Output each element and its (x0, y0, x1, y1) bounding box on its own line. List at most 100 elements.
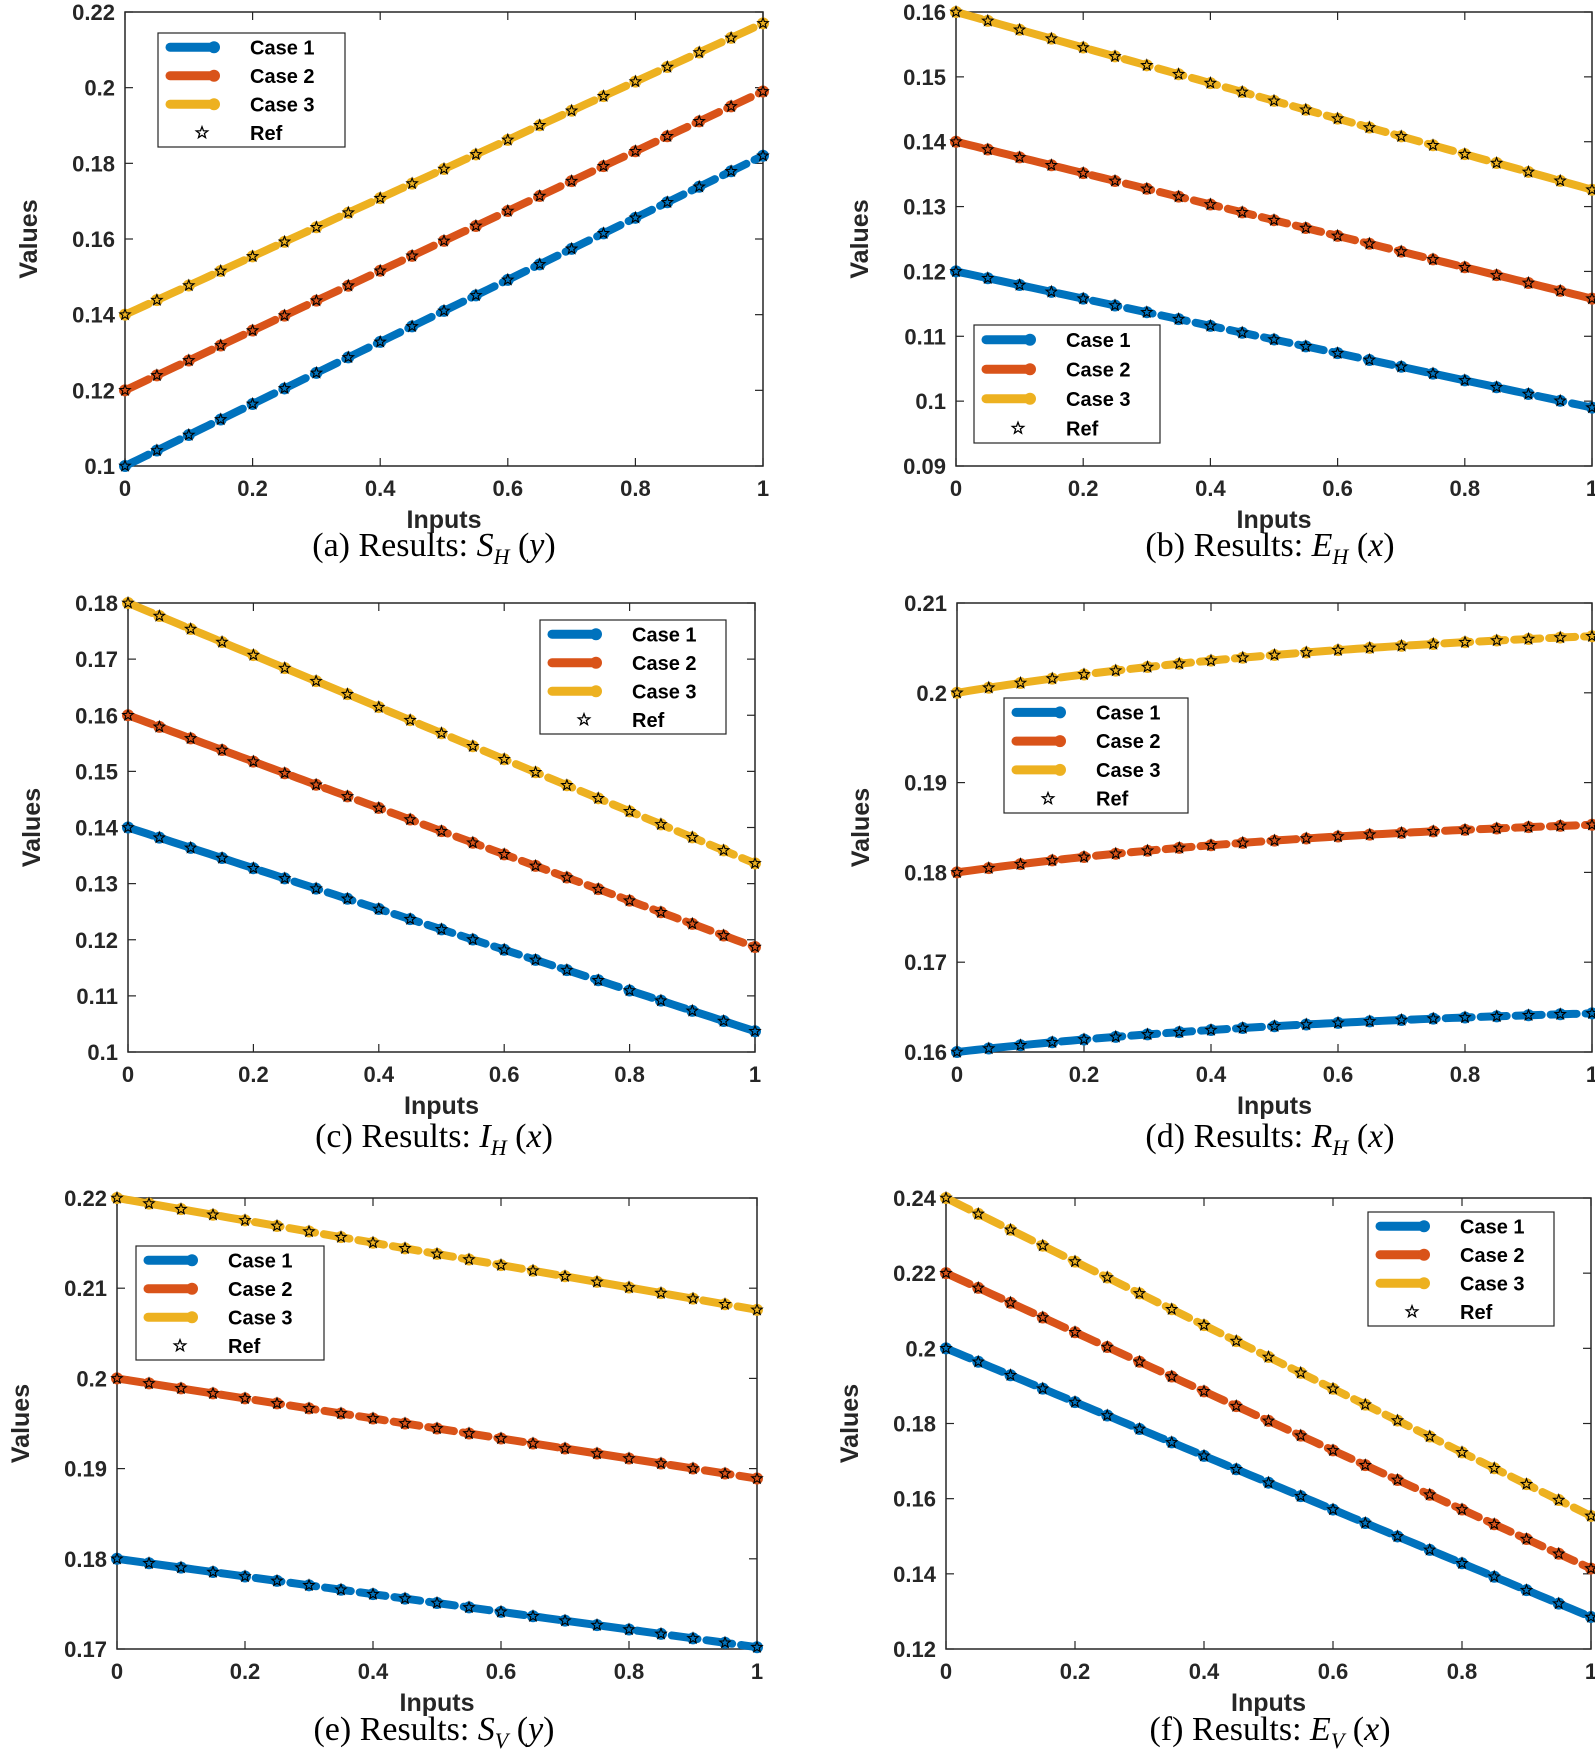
caption-variable: x (1363, 1711, 1379, 1748)
caption-paren-close: ) (1383, 1118, 1394, 1155)
y-tick-label: 0.16 (72, 227, 115, 252)
y-tick-label: 0.12 (893, 1637, 936, 1662)
ref-marker (215, 850, 229, 864)
caption-prefix: (d) Results: (1145, 1118, 1311, 1155)
ref-marker (1426, 138, 1440, 152)
ref-marker (1394, 825, 1409, 839)
ref-marker (982, 861, 996, 874)
ref-marker (1236, 835, 1250, 849)
ref-marker (110, 1551, 124, 1565)
ref-marker (1487, 1461, 1501, 1474)
legend-label: Case 1 (1066, 330, 1131, 352)
ref-marker (182, 278, 196, 292)
ref-marker (1003, 1368, 1018, 1381)
ref-marker (1294, 1365, 1308, 1379)
ref-marker (1521, 164, 1536, 178)
ref-marker (1363, 827, 1377, 841)
caption-paren-close: ) (1379, 1711, 1390, 1748)
ref-marker (1458, 1010, 1472, 1024)
caption-paren-close: ) (544, 527, 555, 564)
ref-marker (245, 396, 260, 410)
legend-ref-star-icon (576, 711, 592, 727)
ref-marker (590, 1618, 604, 1631)
ref-marker (1003, 1295, 1018, 1309)
x-tick-label: 0.8 (1447, 1659, 1478, 1684)
ref-marker (591, 973, 605, 987)
chart-caption: (c) Results: IH (x) (315, 1118, 553, 1160)
ref-marker (1487, 1569, 1501, 1583)
ref-marker (372, 700, 386, 713)
ref-marker (150, 293, 164, 306)
legend-label: Ref (228, 1336, 261, 1358)
ref-marker (1426, 824, 1440, 838)
ref-marker (1235, 205, 1249, 219)
legend-label: Case 3 (1096, 760, 1161, 782)
legend-label: Case 3 (250, 94, 315, 116)
ref-marker (277, 234, 292, 248)
legend-swatch-dot (1024, 333, 1036, 346)
x-axis-label: Inputs (407, 506, 482, 534)
ref-marker (981, 13, 995, 27)
ref-marker (1172, 1025, 1186, 1038)
ref-marker (142, 1196, 156, 1210)
ref-marker (372, 800, 386, 814)
y-tick-label: 0.18 (64, 1547, 107, 1572)
caption-variable: x (525, 1118, 541, 1155)
ref-marker (950, 865, 964, 879)
ref-marker (1108, 173, 1122, 187)
ref-marker (1394, 638, 1409, 652)
ref-marker (982, 680, 996, 694)
y-axis-label: Values (847, 788, 875, 867)
legend-swatch-dot (208, 41, 220, 54)
ref-marker (403, 713, 417, 726)
legend-ref-star-icon (172, 1337, 188, 1353)
ref-marker (309, 881, 323, 895)
y-axis-label: Values (846, 199, 874, 278)
ref-marker (1236, 1020, 1250, 1034)
legend-label: Case 2 (228, 1279, 293, 1301)
x-tick-label: 1 (1586, 1062, 1595, 1087)
ref-marker (716, 1013, 731, 1027)
ref-marker (1330, 111, 1345, 125)
ref-marker (1140, 843, 1155, 857)
ref-marker (1553, 393, 1567, 407)
ref-marker (1294, 1428, 1308, 1442)
ref-marker (366, 1235, 380, 1249)
y-tick-label: 0.18 (893, 1412, 936, 1437)
ref-marker (558, 1269, 572, 1283)
ref-marker (341, 205, 356, 219)
ref-marker (373, 191, 387, 204)
legend-swatch-dot (590, 685, 602, 698)
caption-function: R (1311, 1118, 1333, 1155)
ref-marker (971, 1206, 985, 1220)
ref-marker (1044, 158, 1059, 171)
ref-marker (982, 1041, 996, 1055)
ref-marker (1203, 318, 1218, 332)
ref-marker (182, 427, 196, 441)
ref-marker (1044, 31, 1059, 45)
ref-marker (1553, 283, 1567, 297)
ref-marker (1235, 325, 1249, 339)
ref-marker (341, 278, 356, 292)
x-tick-label: 0 (951, 1062, 963, 1087)
ref-marker (466, 932, 480, 946)
ref-marker (437, 303, 451, 317)
ref-marker (398, 1241, 412, 1255)
ref-marker (183, 621, 198, 635)
ref-marker (1521, 386, 1536, 400)
ref-marker (398, 1591, 412, 1605)
ref-marker (497, 847, 511, 861)
caption-paren-open: ( (1344, 1711, 1364, 1748)
ref-marker (1358, 1515, 1372, 1529)
ref-marker (1203, 197, 1218, 211)
caption-function: S (477, 527, 494, 564)
ref-marker (278, 766, 292, 779)
ref-marker (152, 608, 167, 622)
ref-marker (302, 1401, 316, 1415)
legend-label: Ref (1066, 418, 1099, 440)
ref-marker (1165, 1369, 1179, 1383)
ref-marker (1261, 1413, 1276, 1427)
ref-marker (1197, 1318, 1211, 1331)
legend-swatch-dot (590, 656, 602, 669)
ref-marker (558, 1441, 572, 1455)
